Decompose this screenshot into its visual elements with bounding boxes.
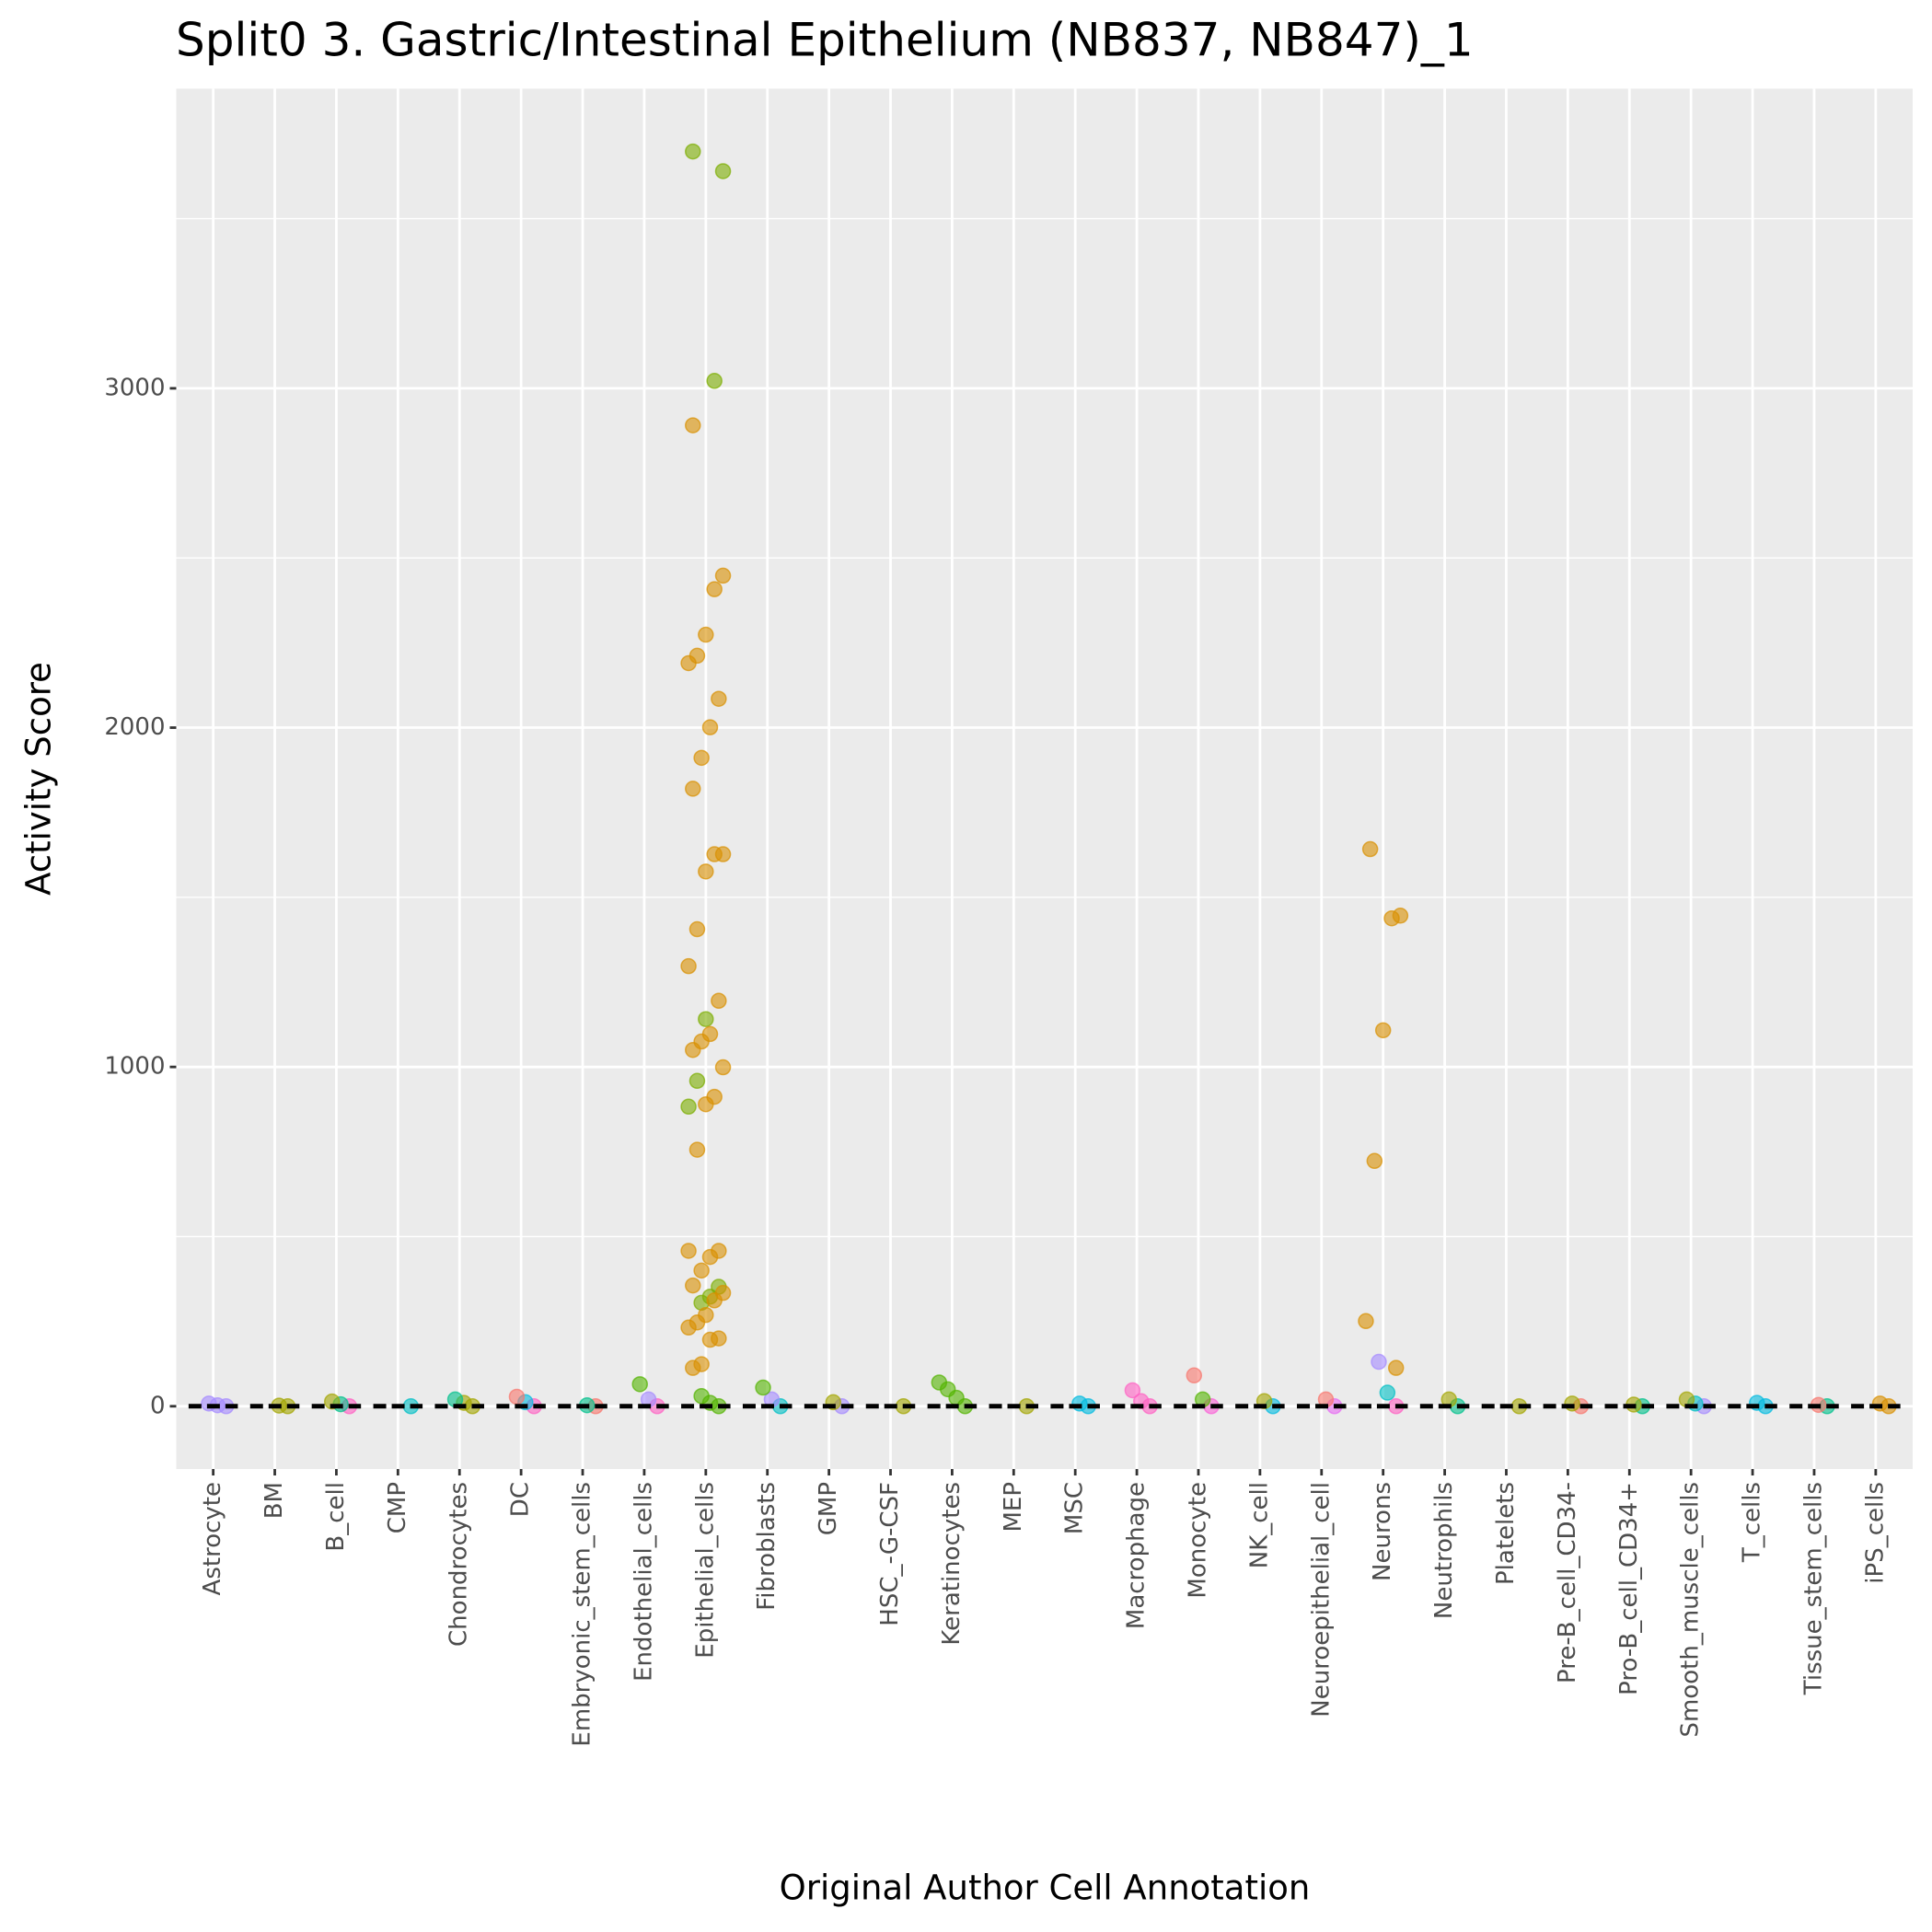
point (706, 373, 723, 389)
point (701, 1248, 719, 1266)
chart-title: Split0 3. Gastric/Intestinal Epithelium … (176, 14, 1474, 67)
point (1871, 1395, 1889, 1412)
point (701, 1331, 719, 1348)
plot-panel (176, 88, 1913, 1469)
y-tick-label: 1000 (104, 1053, 165, 1081)
point (693, 1262, 710, 1279)
x-tick-label: Pre-B_cell_CD34- (1554, 1482, 1581, 1683)
x-tick-label: Smooth_muscle_cells (1677, 1482, 1705, 1737)
x-tick-label: Epithelial_cells (691, 1482, 719, 1659)
point (1124, 1382, 1141, 1399)
point (714, 1059, 732, 1076)
point (693, 1387, 710, 1405)
x-tick-label: T_cells (1739, 1482, 1766, 1563)
point (1379, 1384, 1396, 1401)
x-tick-label: Fibroblasts (753, 1482, 781, 1611)
x-tick-label: MSC (1061, 1482, 1089, 1534)
point (680, 1319, 697, 1336)
point (688, 1072, 706, 1090)
x-tick-label: CMP (384, 1482, 411, 1533)
x-tick-label: Neuroepithelial_cell (1307, 1482, 1335, 1718)
point (1564, 1395, 1580, 1412)
x-tick-label: GMP (815, 1482, 842, 1535)
point (685, 1277, 701, 1294)
point (1387, 1359, 1405, 1376)
x-tick-label: Tissue_stem_cells (1799, 1482, 1827, 1695)
x-tick-label: Pro-B_cell_CD34+ (1615, 1482, 1643, 1695)
y-tick-label: 2000 (104, 713, 165, 741)
point (1366, 1152, 1383, 1170)
point (631, 1376, 648, 1393)
point (698, 1095, 714, 1113)
x-tick-label: B_cell (322, 1482, 350, 1552)
point (706, 1292, 723, 1309)
point (688, 920, 706, 938)
point (755, 1379, 771, 1396)
x-tick-label: NK_cell (1245, 1482, 1273, 1568)
x-tick-label: Keratinocytes (938, 1482, 966, 1646)
point (685, 1041, 701, 1059)
x-tick-label: Neutrophils (1430, 1482, 1458, 1619)
point (698, 1011, 714, 1027)
point (685, 781, 701, 797)
point (1374, 1022, 1392, 1039)
point (714, 567, 732, 584)
x-tick-label: Neurons (1369, 1482, 1396, 1581)
point (706, 846, 723, 862)
x-tick-label: Endothelial_cells (630, 1482, 657, 1682)
x-tick-label: iPS_cells (1861, 1482, 1889, 1584)
point (698, 626, 714, 643)
point (201, 1395, 217, 1412)
y-axis-title: Activity Score (19, 662, 59, 896)
x-tick-label: Chondrocytes (445, 1482, 473, 1647)
y-tick-label: 3000 (104, 374, 165, 401)
point (680, 1098, 697, 1116)
point (685, 417, 701, 434)
point (714, 163, 732, 179)
point (1071, 1395, 1088, 1412)
point (1371, 1353, 1387, 1371)
x-tick-label: BM (260, 1482, 288, 1519)
point (1383, 909, 1400, 927)
point (711, 992, 727, 1010)
point (698, 863, 714, 880)
point (701, 719, 719, 735)
point (685, 1359, 701, 1376)
x-tick-label: Macrophage (1123, 1482, 1151, 1629)
point (688, 1141, 706, 1158)
point (1361, 840, 1379, 858)
y-tick-label: 0 (150, 1392, 166, 1419)
x-tick-label: Astrocyte (199, 1482, 226, 1595)
point (1358, 1313, 1374, 1330)
point (508, 1388, 526, 1406)
point (706, 581, 723, 597)
x-axis-title: Original Author Cell Annotation (780, 1868, 1311, 1908)
point (680, 654, 697, 672)
point (1186, 1367, 1203, 1384)
point (711, 690, 727, 707)
x-tick-label: DC (507, 1482, 535, 1517)
x-tick-label: MEP (1000, 1482, 1027, 1533)
point (680, 957, 697, 975)
x-tick-label: Platelets (1492, 1482, 1520, 1585)
point (693, 749, 710, 767)
point (931, 1374, 948, 1391)
x-tick-label: Embryonic_stem_cells (569, 1482, 596, 1747)
x-tick-label: HSC_-G-CSF (876, 1482, 904, 1626)
x-tick-label: Monocyte (1184, 1482, 1211, 1599)
point (685, 143, 701, 160)
point (680, 1243, 697, 1259)
